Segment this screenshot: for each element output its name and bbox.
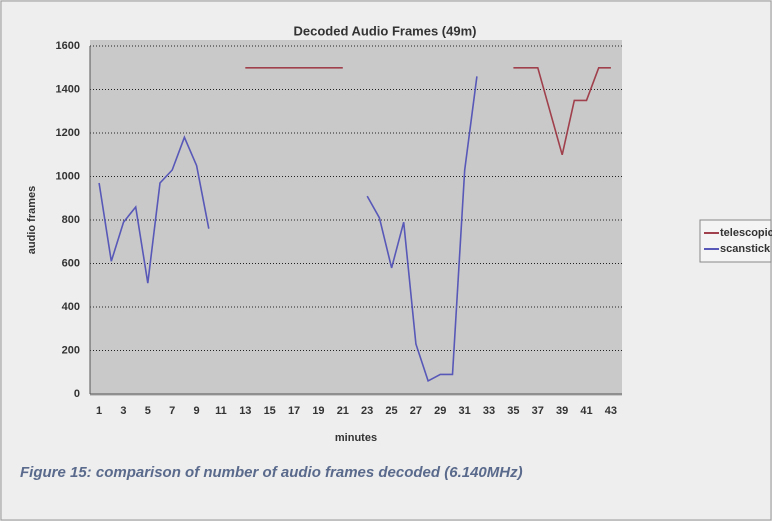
- y-tick-label: 1200: [56, 127, 80, 139]
- x-tick-label: 11: [215, 405, 227, 417]
- y-tick-label: 1600: [56, 40, 80, 52]
- y-tick-label: 600: [62, 257, 80, 269]
- x-tick-label: 29: [434, 405, 446, 417]
- y-tick-label: 1400: [56, 83, 80, 95]
- series-line: [245, 67, 611, 156]
- series-line: [98, 76, 478, 383]
- y-tick-label: 200: [62, 344, 80, 356]
- x-tick-label: 39: [556, 405, 568, 417]
- x-tick-label: 9: [194, 405, 200, 417]
- y-tick-label: 1000: [56, 170, 80, 182]
- plot-area: [90, 40, 622, 396]
- x-tick-label: 19: [312, 405, 324, 417]
- y-axis-label: audio frames: [26, 186, 38, 254]
- x-tick-label: 3: [120, 405, 126, 417]
- x-tick-label: 7: [169, 405, 175, 417]
- x-tick-label: 31: [459, 405, 471, 417]
- x-tick-label: 23: [361, 405, 373, 417]
- x-tick-label: 1: [96, 405, 102, 417]
- x-tick-label: 25: [385, 405, 397, 417]
- legend-label: telescopic: [720, 227, 772, 239]
- x-tick-label: 17: [288, 405, 300, 417]
- x-axis-label: minutes: [335, 432, 377, 444]
- x-tick-label: 41: [580, 405, 592, 417]
- x-tick-label: 21: [337, 405, 349, 417]
- x-tick-label: 13: [239, 405, 251, 417]
- x-tick-label: 37: [532, 405, 544, 417]
- x-tick-label: 35: [507, 405, 519, 417]
- legend: [699, 219, 772, 263]
- x-tick-label: 27: [410, 405, 422, 417]
- y-tick-label: 400: [62, 301, 80, 313]
- y-tick-label: 800: [62, 214, 80, 226]
- x-tick-label: 5: [145, 405, 151, 417]
- legend-label: scanstick: [720, 243, 771, 255]
- x-tick-label: 33: [483, 405, 495, 417]
- y-tick-label: 0: [74, 388, 80, 400]
- chart-title: Decoded Audio Frames (49m): [293, 23, 476, 38]
- x-tick-label: 15: [264, 405, 276, 417]
- x-tick-label: 43: [605, 405, 617, 417]
- caption: Figure 15: comparison of number of audio…: [20, 464, 523, 481]
